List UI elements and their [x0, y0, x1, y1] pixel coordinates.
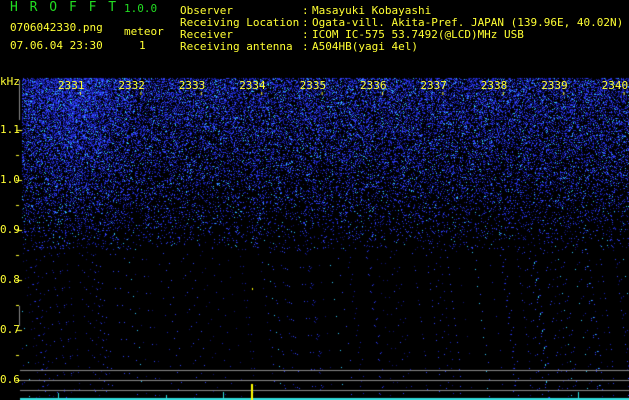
app-title: H R O F F T [10, 0, 119, 15]
meteor-label: meteor [124, 25, 164, 38]
receiver-value: ICOM IC-575 53.7492(@LCD)MHz USB [312, 28, 524, 41]
app-version: 1.0.0 [124, 2, 158, 15]
x-tick-label: 2340 [601, 79, 629, 92]
x-tick-label: 2338 [480, 79, 508, 92]
receiver-label: Receiver [180, 28, 233, 41]
separator: : [302, 28, 309, 41]
antenna-value: A504HB(yagi 4el) [312, 40, 418, 53]
location-value: Ogata-vill. Akita-Pref. JAPAN (139.96E, … [312, 16, 624, 29]
location-label: Receiving Location [180, 16, 300, 29]
meteor-count: 1 [139, 39, 146, 52]
observer-value: Masayuki Kobayashi [312, 4, 432, 17]
y-tick-label: 0.8 [0, 273, 20, 286]
separator: : [302, 40, 309, 53]
x-tick-label: 2337 [420, 79, 447, 92]
spectrogram [0, 76, 629, 400]
x-tick-label: 2331 [58, 79, 85, 92]
y-tick-label: 1.1 [0, 123, 20, 136]
separator: : [302, 4, 309, 17]
file-name: 0706042330.png [10, 21, 103, 34]
y-tick-label: 0.7 [0, 323, 20, 336]
x-tick-label: 2335 [299, 79, 327, 92]
x-tick-label: 2334 [239, 79, 266, 92]
x-tick-label: 2336 [360, 79, 387, 92]
y-tick-label: 1.0 [0, 173, 20, 186]
x-tick-label: 2332 [118, 79, 145, 92]
x-tick-label: 2339 [541, 79, 568, 92]
x-tick-label: 2333 [178, 79, 206, 92]
y-tick-label: 0.6 [0, 373, 20, 386]
datetime: 07.06.04 23:30 [10, 39, 103, 52]
separator: : [302, 16, 309, 29]
y-tick-label: 0.9 [0, 223, 20, 236]
antenna-label: Receiving antenna [180, 40, 293, 53]
y-unit: kHz [0, 75, 20, 88]
observer-label: Observer [180, 4, 233, 17]
